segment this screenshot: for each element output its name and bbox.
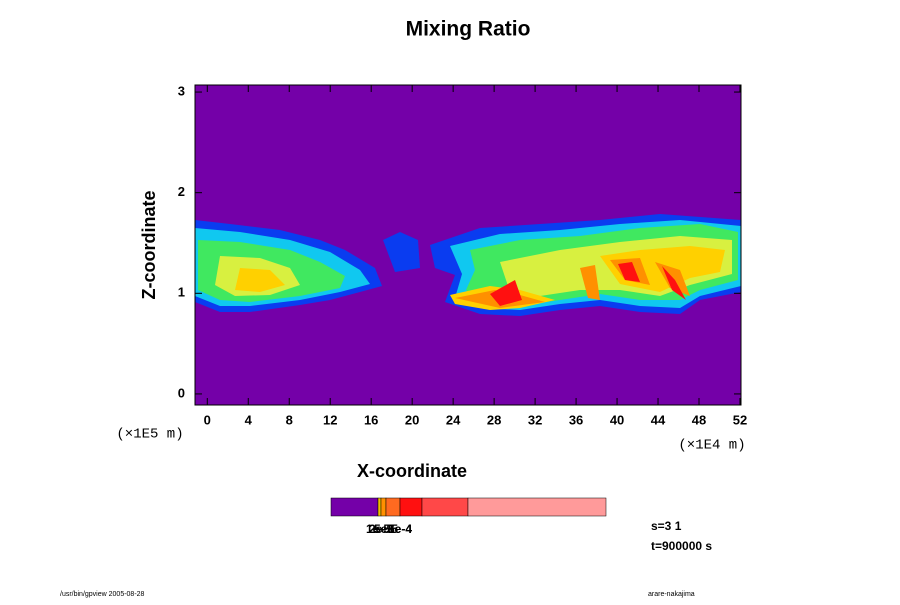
- colorbar-segment: [377, 497, 382, 517]
- x-tick-label: 36: [569, 412, 583, 427]
- x-unit: (×1E4 m): [678, 438, 745, 454]
- plot-frame: [194, 84, 742, 406]
- colorbar-segment: [380, 497, 387, 517]
- x-tick-label: 12: [323, 412, 337, 427]
- y-tick-label: 2: [178, 184, 185, 199]
- x-axis-label: X-coordinate: [357, 461, 467, 481]
- colorbar-segment: [421, 497, 469, 517]
- annotation: s=3 1: [651, 519, 682, 533]
- colorbar-segment: [399, 497, 423, 517]
- x-tick-label: 44: [651, 412, 666, 427]
- footer-right: arare-nakajima: [648, 591, 695, 598]
- colorbar-label: 2e-5: [369, 522, 393, 536]
- x-tick-label: 8: [286, 412, 293, 427]
- y-tick-label: 0: [178, 385, 185, 400]
- x-tick-label: 28: [487, 412, 501, 427]
- colorbar-label: 5e-4: [388, 522, 412, 536]
- x-tick-label: 0: [204, 412, 211, 427]
- y-tick-label: 1: [178, 285, 185, 300]
- x-tick-label: 32: [528, 412, 542, 427]
- y-unit: (×1E5 m): [116, 427, 183, 443]
- x-tick-label: 48: [692, 412, 706, 427]
- footer-left: /usr/bin/gpview 2005-08-28: [60, 591, 145, 598]
- colorbar-label: 5e-5: [374, 522, 398, 536]
- y-axis-label: Z-coordinate: [139, 190, 159, 299]
- x-tick-label: 20: [405, 412, 419, 427]
- colorbar-segment: [467, 497, 607, 517]
- field: [195, 85, 741, 405]
- x-tick-label: 24: [446, 412, 461, 427]
- annotation: t=900000 s: [651, 539, 712, 553]
- x-tick-label: 40: [610, 412, 624, 427]
- x-tick-label: 16: [364, 412, 378, 427]
- colorbar-label: 1e-5: [366, 522, 390, 536]
- colorbar-segment: [385, 497, 401, 517]
- chart-title: Mixing Ratio: [406, 18, 531, 41]
- colorbar-segment: [330, 497, 379, 517]
- x-tick-label: 52: [733, 412, 747, 427]
- colorbar-label: 1e-4: [388, 522, 412, 536]
- x-tick-label: 4: [245, 412, 253, 427]
- y-tick-label: 3: [178, 83, 185, 98]
